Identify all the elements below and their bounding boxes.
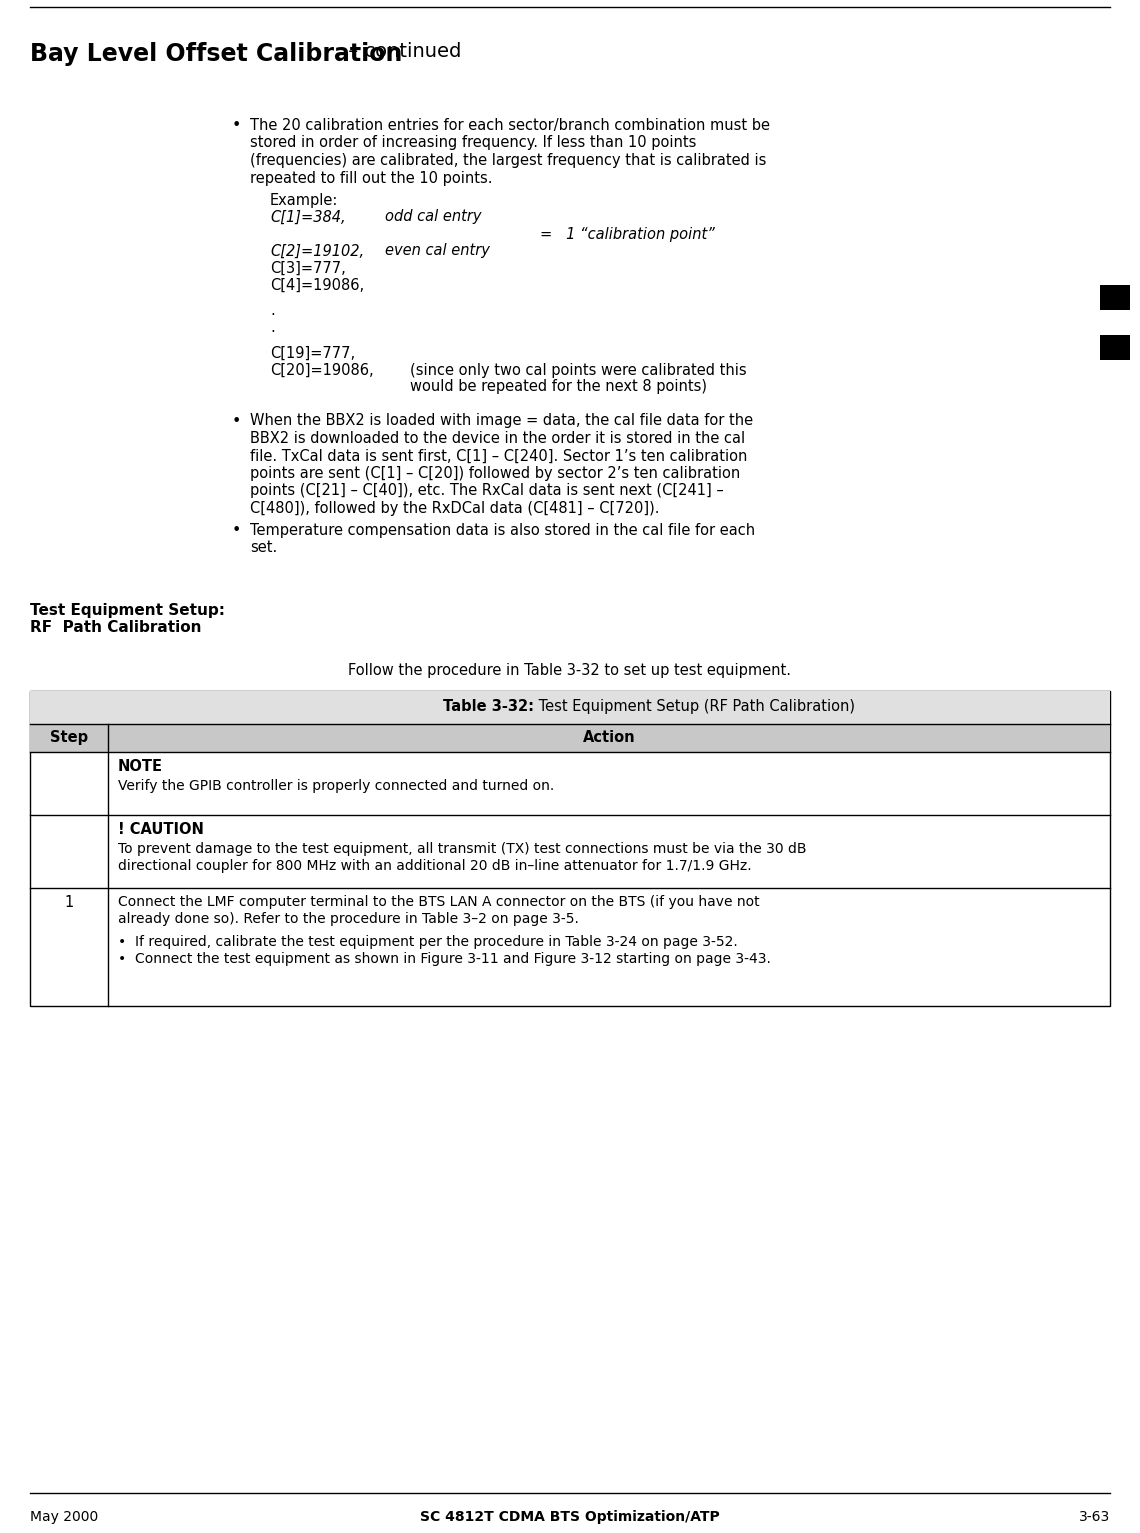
Text: repeated to fill out the 10 points.: repeated to fill out the 10 points.: [250, 170, 492, 185]
Text: 3-63: 3-63: [1078, 1510, 1110, 1524]
Text: May 2000: May 2000: [30, 1510, 98, 1524]
Text: •  Connect the test equipment as shown in Figure 3-11 and Figure 3-12 starting o: • Connect the test equipment as shown in…: [119, 952, 771, 966]
Text: •: •: [233, 118, 242, 133]
Bar: [30, 724, 1110, 753]
Text: Verify the GPIB controller is properly connected and turned on.: Verify the GPIB controller is properly c…: [119, 779, 554, 793]
Text: SC 4812T CDMA BTS Optimization/ATP: SC 4812T CDMA BTS Optimization/ATP: [421, 1510, 719, 1524]
Text: .: .: [270, 320, 275, 336]
Text: .: .: [270, 304, 275, 317]
Text: set.: set.: [250, 541, 277, 555]
Text: file. TxCal data is sent first, C[1] – C[240]. Sector 1’s ten calibration: file. TxCal data is sent first, C[1] – C…: [250, 449, 748, 463]
Text: When the BBX2 is loaded with image = data, the cal file data for the: When the BBX2 is loaded with image = dat…: [250, 414, 754, 429]
Text: (frequencies) are calibrated, the largest frequency that is calibrated is: (frequencies) are calibrated, the larges…: [250, 153, 766, 169]
Text: 3: 3: [1108, 336, 1122, 354]
Text: C[3]=777,: C[3]=777,: [270, 261, 345, 276]
Text: C[480]), followed by the RxDCal data (C[481] – C[720]).: C[480]), followed by the RxDCal data (C[…: [250, 501, 660, 517]
Text: Connect the LMF computer terminal to the BTS LAN A connector on the BTS (if you : Connect the LMF computer terminal to the…: [119, 895, 759, 909]
Text: points are sent (C[1] – C[20]) followed by sector 2’s ten calibration: points are sent (C[1] – C[20]) followed …: [250, 466, 740, 481]
Text: even cal entry: even cal entry: [385, 244, 490, 259]
Text: – continued: – continued: [342, 41, 462, 61]
Text: Test Equipment Setup (RF Path Calibration): Test Equipment Setup (RF Path Calibratio…: [534, 699, 855, 714]
Text: NOTE: NOTE: [119, 759, 163, 774]
Text: odd cal entry: odd cal entry: [385, 210, 481, 224]
Text: To prevent damage to the test equipment, all transmit (TX) test connections must: To prevent damage to the test equipment,…: [119, 842, 806, 855]
Text: points (C[21] – C[40]), etc. The RxCal data is sent next (C[241] –: points (C[21] – C[40]), etc. The RxCal d…: [250, 483, 724, 498]
Text: Step: Step: [50, 730, 88, 745]
Text: •: •: [233, 523, 242, 538]
Text: stored in order of increasing frequency. If less than 10 points: stored in order of increasing frequency.…: [250, 135, 697, 150]
Text: The 20 calibration entries for each sector/branch combination must be: The 20 calibration entries for each sect…: [250, 118, 770, 133]
Text: Follow the procedure in Table 3-32 to set up test equipment.: Follow the procedure in Table 3-32 to se…: [349, 662, 791, 678]
Text: (since only two cal points were calibrated this: (since only two cal points were calibrat…: [410, 362, 747, 377]
Text: Test Equipment Setup:: Test Equipment Setup:: [30, 602, 225, 618]
Text: directional coupler for 800 MHz with an additional 20 dB in–line attenuator for : directional coupler for 800 MHz with an …: [119, 858, 751, 872]
Bar: [30, 691, 1110, 724]
Text: C[1]=384,: C[1]=384,: [270, 210, 345, 224]
Text: C[4]=19086,: C[4]=19086,: [270, 277, 364, 293]
Text: Table 3-32:: Table 3-32:: [443, 699, 534, 714]
Text: BBX2 is downloaded to the device in the order it is stored in the cal: BBX2 is downloaded to the device in the …: [250, 431, 746, 446]
Text: would be repeated for the next 8 points): would be repeated for the next 8 points): [410, 380, 707, 394]
Text: •  If required, calibrate the test equipment per the procedure in Table 3-24 on : • If required, calibrate the test equipm…: [119, 935, 738, 949]
Text: C[19]=777,: C[19]=777,: [270, 345, 356, 360]
Bar: [1100, 285, 1130, 310]
Text: •: •: [233, 414, 242, 429]
Text: Bay Level Offset Calibration: Bay Level Offset Calibration: [30, 41, 402, 66]
Bar: [1100, 336, 1130, 360]
Text: =   1 “calibration point”: = 1 “calibration point”: [540, 227, 715, 242]
Text: ! CAUTION: ! CAUTION: [119, 822, 204, 837]
Text: 1: 1: [64, 895, 74, 911]
Text: C[2]=19102,: C[2]=19102,: [270, 244, 364, 259]
Text: C[20]=19086,: C[20]=19086,: [270, 362, 374, 377]
Text: RF  Path Calibration: RF Path Calibration: [30, 619, 202, 635]
Text: Action: Action: [583, 730, 635, 745]
Text: already done so). Refer to the procedure in Table 3–2 on page 3-5.: already done so). Refer to the procedure…: [119, 912, 579, 926]
Text: Temperature compensation data is also stored in the cal file for each: Temperature compensation data is also st…: [250, 523, 755, 538]
Bar: [30, 691, 1110, 1006]
Text: Example:: Example:: [270, 193, 339, 207]
